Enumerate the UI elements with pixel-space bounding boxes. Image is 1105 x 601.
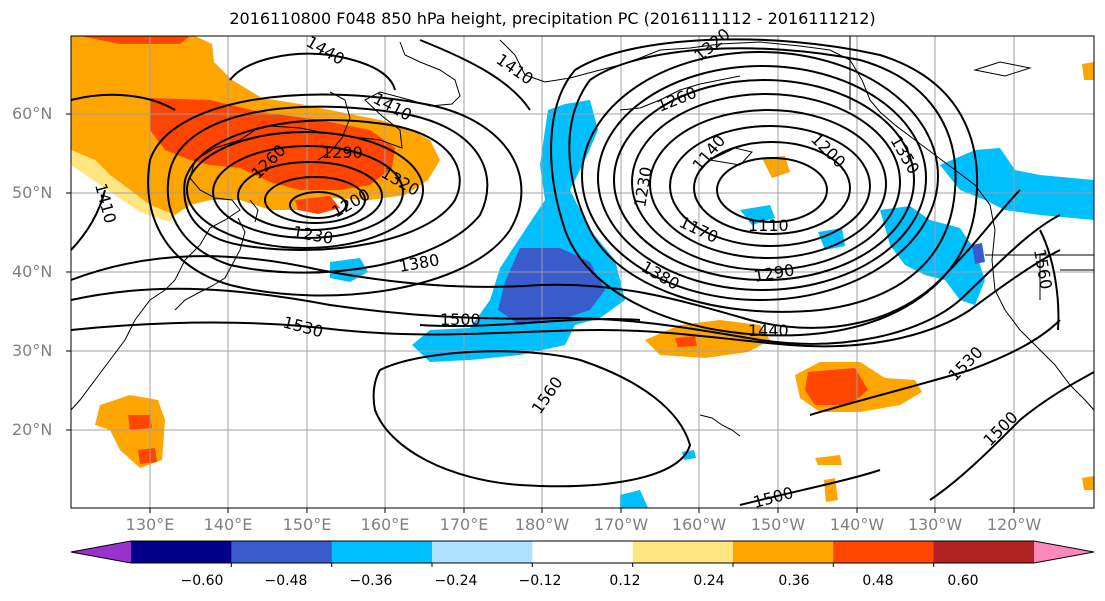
colorbar-tick-label: −0.48 [264, 573, 308, 589]
longitude-label: 170°E [439, 515, 489, 534]
colorbar-segment [933, 541, 1035, 563]
longitude-label: 170°W [593, 515, 649, 534]
alaska-coast [499, 39, 1095, 411]
positive-anomaly-strong-top [80, 36, 190, 44]
colorbar-extend-min [71, 541, 131, 563]
contour-label: 1500 [440, 310, 481, 329]
colorbar-segment [231, 541, 333, 563]
longitude-label: 160°E [360, 515, 410, 534]
longitude-label: 150°E [282, 515, 332, 534]
colorbar-segment [532, 541, 634, 563]
longitude-label: 140°W [829, 515, 885, 534]
height-contours [70, 38, 1095, 506]
longitude-label: 150°W [750, 515, 806, 534]
positive-anomaly-strong-small [295, 196, 340, 214]
latitude-label: 30°N [12, 341, 53, 360]
positive-anomaly-strong-siberia [150, 98, 395, 190]
longitude-label: 130°W [907, 515, 963, 534]
colorbar-tick-label: 0.60 [947, 573, 979, 589]
longitude-label: 140°E [203, 515, 253, 534]
kamchatka-coast [317, 91, 351, 161]
latitude-label: 40°N [12, 262, 53, 281]
colorbar-tick-label: −0.12 [518, 573, 562, 589]
graticule [71, 36, 1094, 508]
aleutians [619, 75, 741, 111]
contour-label: 1440 [748, 321, 789, 340]
contour-label: 1110 [748, 216, 789, 235]
precipitation-fill [71, 36, 1094, 508]
colorbar-tick-label: −0.60 [180, 573, 224, 589]
positive-anomaly-hawaii-north [645, 320, 770, 358]
colorbar-tick-label: 0.24 [693, 573, 725, 589]
latitude-label: 60°N [12, 104, 53, 123]
na-border [849, 36, 1094, 300]
longitude-label: 160°W [671, 515, 727, 534]
colorbar-segment [733, 541, 834, 563]
colorbar-tick-label: −0.24 [434, 573, 478, 589]
colorbar-tick-label: 0.36 [778, 573, 810, 589]
longitude-label: 120°W [986, 515, 1042, 534]
colorbar-segment [833, 541, 935, 563]
map-title: 2016110800 F048 850 hPa height, precipit… [229, 9, 876, 28]
colorbar-extend-max [1034, 541, 1094, 563]
latitude-label: 20°N [12, 420, 53, 439]
negative-anomaly-strong-pacific [498, 248, 605, 325]
longitude-label: 130°E [125, 515, 175, 534]
latitude-label: 50°N [12, 183, 53, 202]
hawaii [699, 414, 741, 437]
contour-label: 1290 [322, 143, 363, 162]
colorbar-tick-label: 0.12 [609, 573, 641, 589]
colorbar-segment [131, 541, 232, 563]
longitude-label: 180°W [514, 515, 570, 534]
colorbar-segment [632, 541, 734, 563]
colorbar [70, 540, 1095, 567]
asia-coast [70, 41, 461, 411]
colorbar-tick-label: 0.48 [862, 573, 894, 589]
colorbar-segment [432, 541, 533, 563]
axis-ticks [66, 113, 1015, 513]
colorbar-segment [331, 541, 433, 563]
colorbar-tick-label: −0.36 [349, 573, 393, 589]
